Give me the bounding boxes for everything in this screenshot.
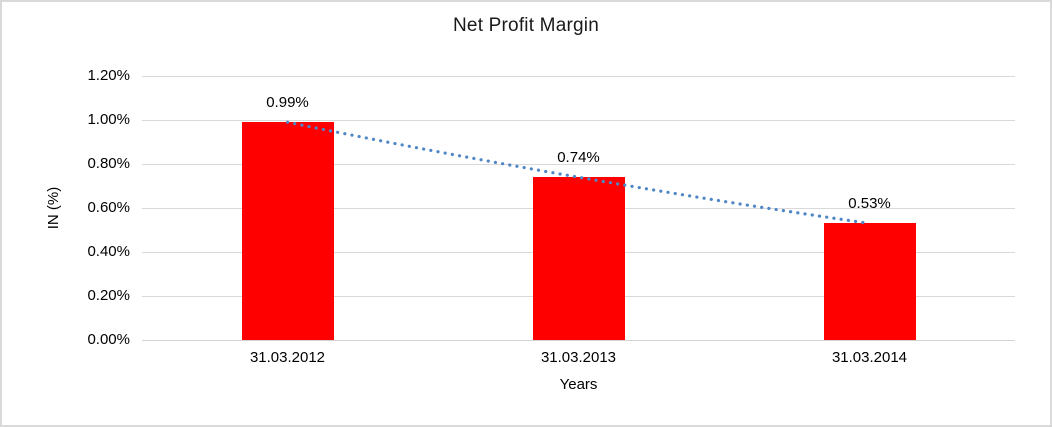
chart-title: Net Profit Margin — [453, 15, 599, 36]
gridline — [142, 76, 1015, 77]
bar-value-label: 0.74% — [557, 149, 600, 167]
y-tick-label: 0.00% — [87, 331, 130, 348]
y-tick-label: 1.20% — [87, 67, 130, 84]
gridline — [142, 164, 1015, 165]
y-tick-label: 0.80% — [87, 155, 130, 172]
plot-area: 0.99% 0.74% 0.53% — [142, 76, 1015, 341]
x-tick-label: 31.03.2013 — [540, 349, 617, 366]
gridline — [142, 120, 1015, 121]
x-tick-label: 31.03.2014 — [831, 349, 908, 366]
y-tick-label: 0.20% — [87, 287, 130, 304]
y-tick-label: 1.00% — [87, 111, 130, 128]
x-axis-title: Years — [559, 376, 598, 393]
y-tick-label: 0.60% — [87, 199, 130, 216]
trendline — [285, 120, 872, 225]
bar — [532, 177, 625, 340]
bar — [241, 122, 334, 340]
bar-value-label: 0.99% — [266, 94, 309, 112]
x-tick-label: 31.03.2012 — [249, 349, 326, 366]
y-tick-label: 0.40% — [87, 243, 130, 260]
bar — [823, 223, 916, 340]
bar-value-label: 0.53% — [848, 195, 891, 213]
x-axis-line — [142, 340, 1015, 341]
